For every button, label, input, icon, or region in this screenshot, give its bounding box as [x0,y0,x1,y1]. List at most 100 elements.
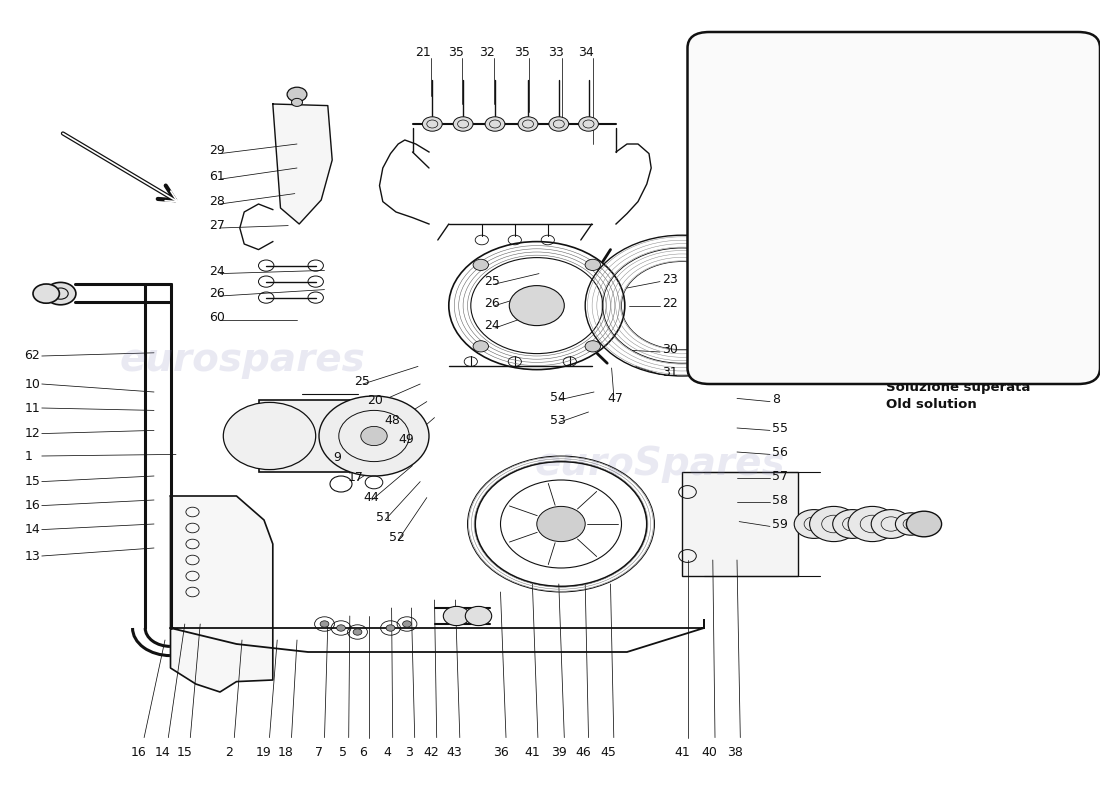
Text: 21: 21 [769,46,784,58]
Text: 2: 2 [224,746,233,758]
Text: 30: 30 [662,343,678,356]
Text: 36: 36 [493,746,508,758]
Text: 32: 32 [480,46,495,58]
Text: Old solution: Old solution [886,398,977,410]
Text: 5: 5 [339,746,348,758]
Circle shape [579,117,598,131]
Text: 51: 51 [376,511,392,524]
Text: 60: 60 [209,311,224,324]
Text: 13: 13 [24,550,40,562]
Text: 34: 34 [579,46,594,58]
Text: 19: 19 [256,746,272,758]
Text: 39: 39 [551,746,566,758]
Circle shape [403,621,411,627]
Circle shape [794,510,834,538]
Circle shape [585,341,601,352]
Circle shape [465,606,492,626]
Circle shape [549,117,569,131]
Text: 16: 16 [131,746,146,758]
Text: 43: 43 [447,746,462,758]
Circle shape [45,282,76,305]
Text: 14: 14 [24,523,40,536]
Text: 60: 60 [742,46,758,58]
Text: 50: 50 [772,345,789,358]
Circle shape [453,117,473,131]
Circle shape [33,284,59,303]
Text: 4: 4 [383,746,392,758]
Text: 54: 54 [550,391,565,404]
Text: 57: 57 [772,470,789,482]
Circle shape [485,117,505,131]
Text: 16: 16 [24,499,40,512]
Text: 8: 8 [772,393,780,406]
Text: 62: 62 [24,350,40,362]
Text: 38: 38 [727,746,742,758]
Circle shape [473,259,488,270]
Text: 56: 56 [772,446,788,458]
Circle shape [537,506,585,542]
Circle shape [287,87,307,102]
Text: 26: 26 [209,287,224,300]
Text: 18: 18 [278,746,294,758]
Circle shape [895,513,926,535]
Circle shape [810,506,858,542]
Text: 3: 3 [405,746,414,758]
Text: 6: 6 [359,746,367,758]
Text: 25: 25 [484,275,499,288]
Text: 58: 58 [772,494,789,506]
Text: 47: 47 [920,320,935,333]
Circle shape [422,117,442,131]
Circle shape [906,511,942,537]
Text: 40: 40 [702,746,717,758]
Circle shape [386,625,395,631]
Text: 27: 27 [716,46,732,58]
Text: 10: 10 [24,378,40,390]
Text: 37: 37 [772,369,788,382]
Text: 41: 41 [674,746,690,758]
Circle shape [361,426,387,446]
Circle shape [509,286,564,326]
Bar [258,400,373,472]
Polygon shape [732,72,775,168]
Text: 49: 49 [398,433,414,446]
Circle shape [473,341,488,352]
Text: 35: 35 [515,46,530,58]
Text: 33: 33 [548,46,563,58]
Text: 46: 46 [575,746,591,758]
Circle shape [353,629,362,635]
Text: 11: 11 [24,402,40,414]
Text: 48: 48 [384,414,399,426]
Text: euroSpares: euroSpares [535,445,785,483]
Circle shape [518,117,538,131]
Circle shape [223,402,316,470]
Circle shape [443,606,470,626]
Text: 15: 15 [177,746,192,758]
Text: 22: 22 [662,297,678,310]
Text: 59: 59 [772,518,788,530]
Polygon shape [170,496,273,692]
Text: 37: 37 [980,46,996,58]
Text: 17: 17 [348,471,363,484]
Circle shape [882,110,922,138]
Text: 52: 52 [389,531,405,544]
Text: 27: 27 [209,219,224,232]
Text: 31: 31 [662,366,678,378]
Text: 1: 1 [24,450,32,462]
Text: 20: 20 [947,46,962,58]
Text: 28: 28 [209,195,224,208]
Text: 26: 26 [484,297,499,310]
Bar [682,472,798,576]
Text: 12: 12 [24,427,40,440]
Circle shape [833,510,872,538]
Circle shape [848,506,896,542]
Text: 15: 15 [24,475,40,488]
Text: 23: 23 [662,273,678,286]
Circle shape [337,625,345,631]
Text: 29: 29 [209,144,224,157]
Text: 7: 7 [315,746,323,758]
Text: 45: 45 [601,746,616,758]
Circle shape [319,396,429,476]
Text: 47: 47 [607,392,623,405]
Text: 25: 25 [354,375,370,388]
Text: 24: 24 [209,265,224,278]
